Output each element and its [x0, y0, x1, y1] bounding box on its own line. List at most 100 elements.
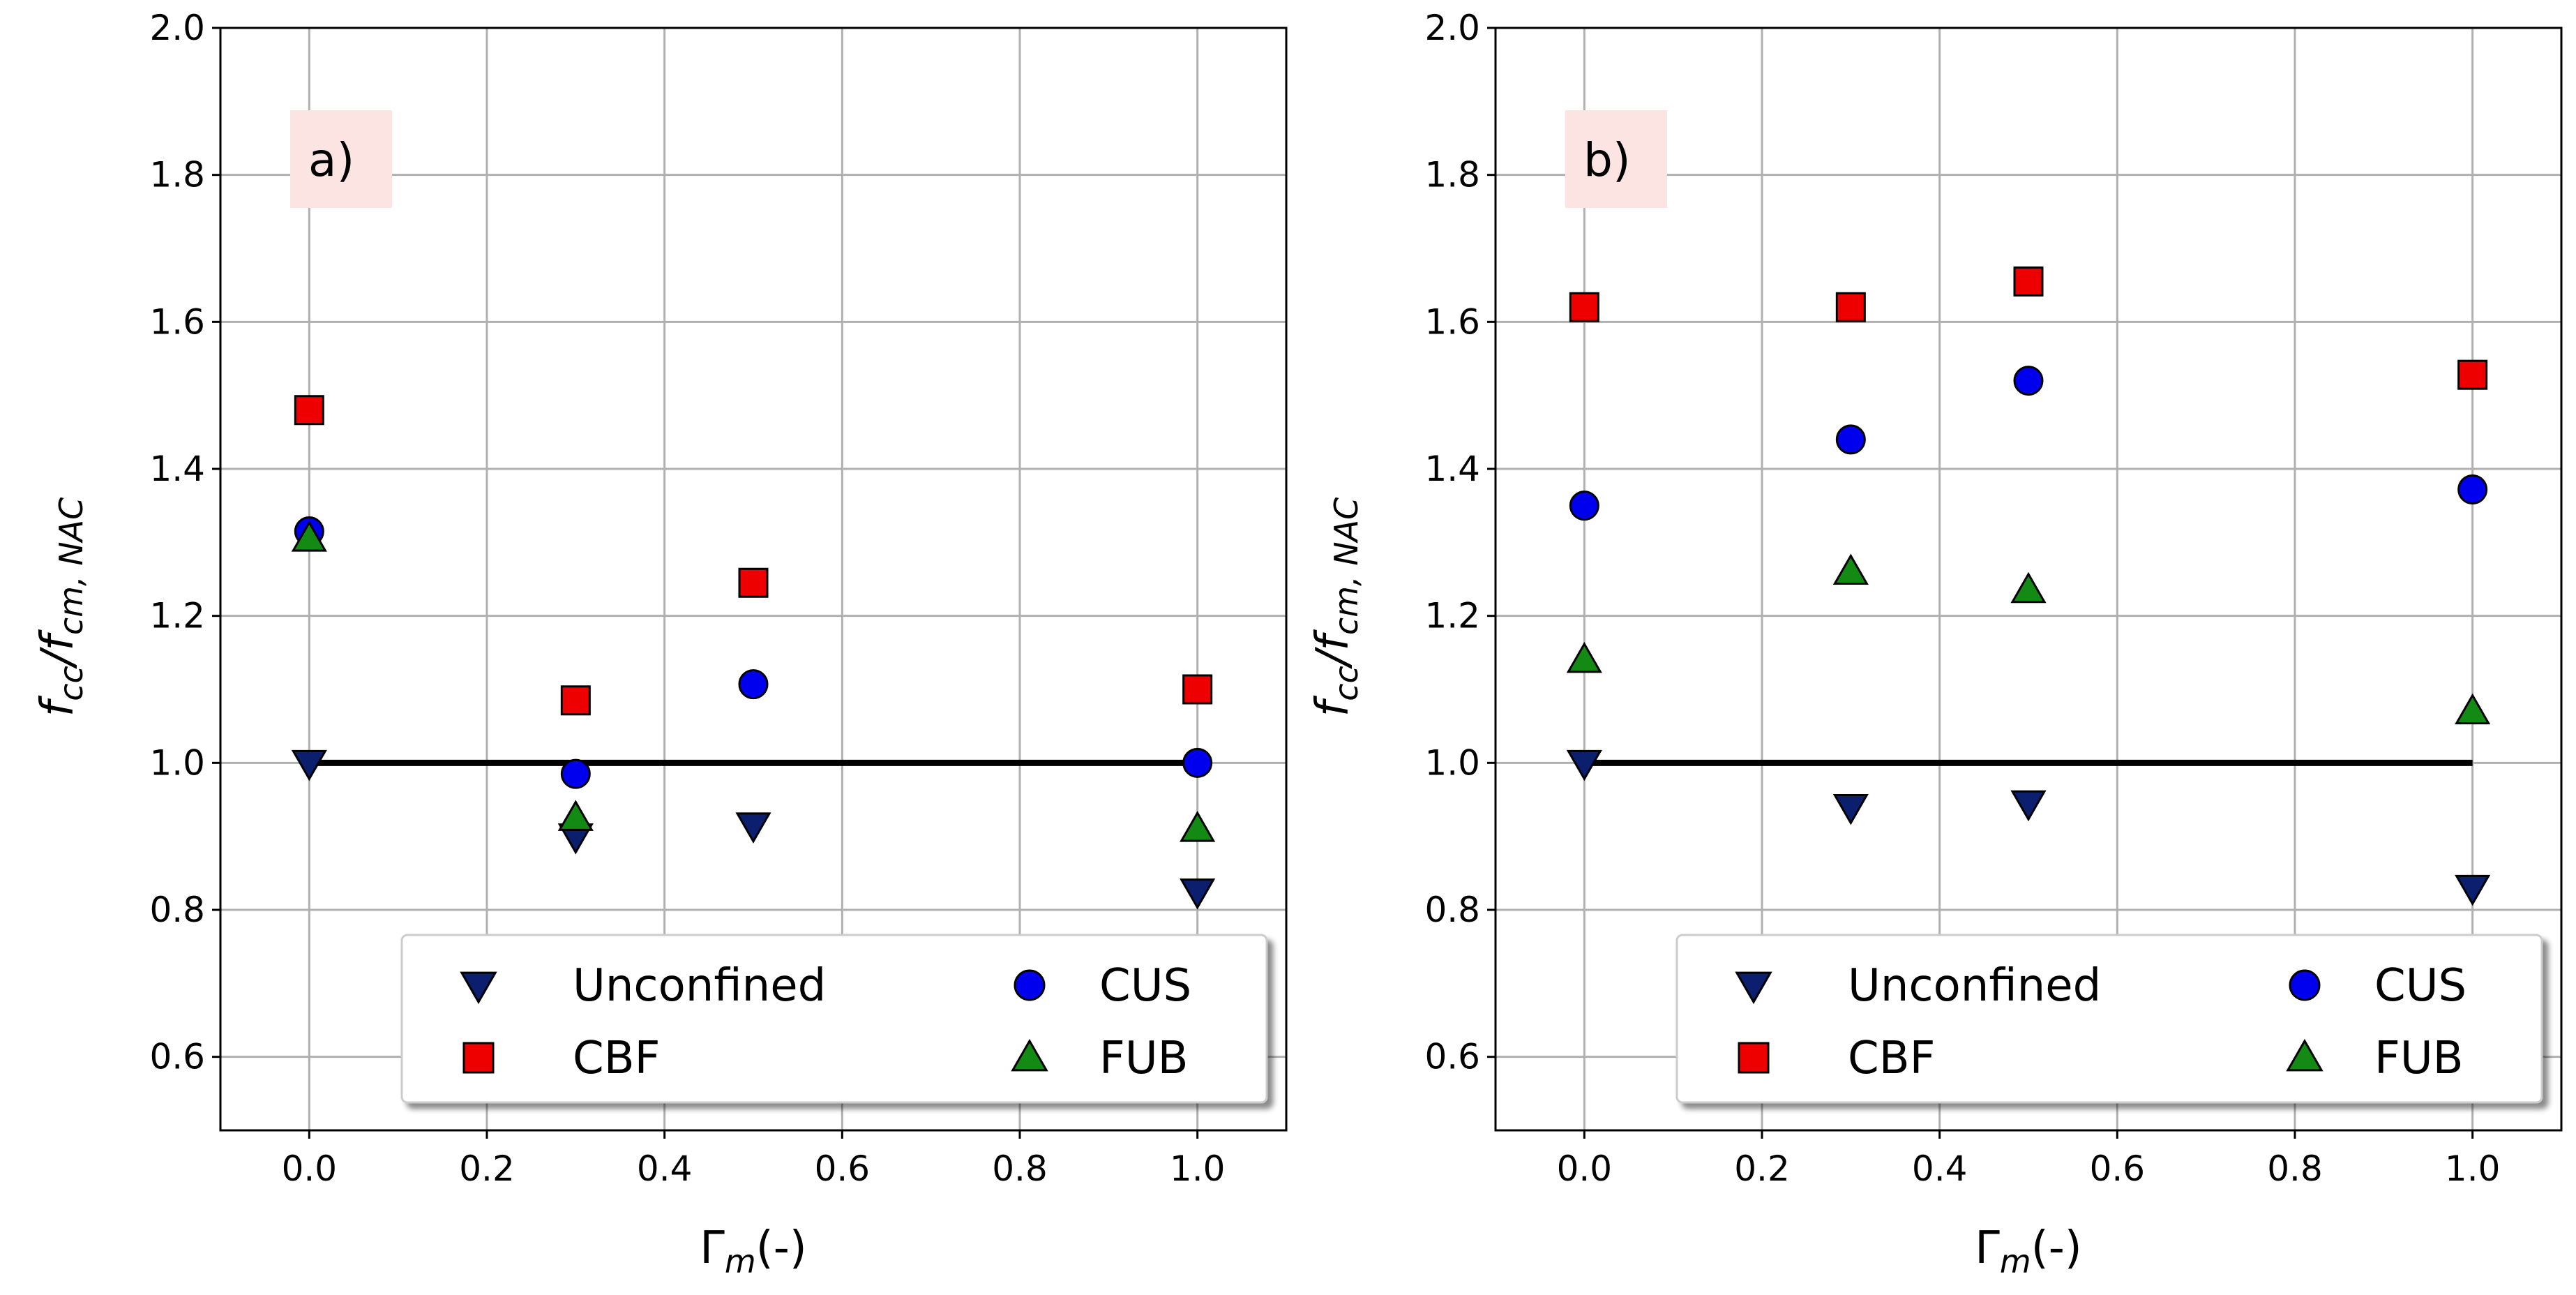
- panel-b-tag: b): [1565, 110, 1667, 208]
- y-tick-label: 1.4: [149, 449, 205, 489]
- panel-b-y-ticks: 0.6 0.8 1.0 1.2 1.4 1.6 1.8 2.0: [1424, 8, 1496, 1077]
- panel-b-tag-label: b): [1583, 133, 1631, 187]
- legend-marker-unconfined: [460, 971, 497, 1005]
- data-point-cbf: [2013, 266, 2044, 297]
- x-tick-label: 0.8: [992, 1148, 1048, 1189]
- data-point-unconfined: [291, 749, 327, 781]
- panel-a: 0.0 0.2 0.4 0.6 0.8 1.0 0.6 0.8 1.0 1.2 …: [32, 8, 1288, 1280]
- y-tick-label: 0.6: [149, 1037, 205, 1077]
- y-tick-label: 1.2: [1424, 596, 1480, 636]
- y-tick-label: 0.8: [149, 890, 205, 930]
- data-point-unconfined: [1566, 749, 1602, 781]
- x-tick-label: 0.4: [1912, 1148, 1968, 1189]
- legend-label-cbf: CBF: [573, 1033, 660, 1084]
- panel-b-y-axis-label: fcc/fcm, NAC: [1307, 497, 1365, 717]
- y-tick-label: 1.6: [1424, 301, 1480, 342]
- data-point-fub: [1566, 641, 1602, 673]
- panel-a-x-ticks: 0.0 0.2 0.4 0.6 0.8 1.0: [282, 1130, 1226, 1189]
- y-tick-label: 1.0: [1424, 742, 1480, 783]
- legend-label-cus: CUS: [2374, 960, 2466, 1012]
- data-point-fub: [1180, 811, 1216, 842]
- y-tick-label: 1.0: [149, 742, 205, 783]
- x-tick-label: 0.2: [1734, 1148, 1790, 1189]
- y-tick-label: 2.0: [1424, 8, 1480, 48]
- data-point-fub: [2010, 571, 2047, 604]
- legend-marker-fub: [2286, 1038, 2323, 1072]
- x-tick-label: 0.6: [2090, 1148, 2146, 1189]
- legend-marker-fub: [1011, 1038, 1048, 1072]
- legend-label-fub: FUB: [2374, 1033, 2464, 1084]
- legend-symbols: [1735, 969, 2323, 1074]
- x-tick-label: 0.8: [2267, 1148, 2323, 1189]
- panel-b-x-ticks: 0.0 0.2 0.4 0.6 0.8 1.0: [1557, 1130, 2501, 1189]
- panel-a-y-ticks: 0.6 0.8 1.0 1.2 1.4 1.6 1.8 2.0: [149, 8, 220, 1077]
- legend-marker-cus: [2289, 969, 2321, 1001]
- data-point-cus: [1569, 491, 1599, 521]
- data-point-unconfined: [735, 812, 771, 844]
- y-tick-label: 1.4: [1424, 449, 1480, 489]
- y-tick-label: 0.6: [1424, 1037, 1480, 1077]
- data-point-cus: [1835, 424, 1866, 455]
- panel-a-axes-frame: [219, 27, 1288, 1132]
- panel-a-tag-box: [290, 110, 392, 208]
- x-tick-label: 0.2: [459, 1148, 515, 1189]
- data-point-cbf: [294, 395, 324, 426]
- panel-b-axes-frame: [1494, 27, 2563, 1132]
- x-tick-label: 0.0: [1557, 1148, 1613, 1189]
- data-point-cus: [2457, 474, 2488, 504]
- legend-label-cus: CUS: [1099, 960, 1191, 1012]
- x-tick-label: 0.4: [637, 1148, 693, 1189]
- data-point-fub: [557, 800, 594, 831]
- data-point-unconfined: [1180, 878, 1216, 910]
- x-tick-label: 0.6: [815, 1148, 871, 1189]
- legend-marker-unconfined: [1735, 971, 1772, 1005]
- x-tick-label: 1.0: [2445, 1148, 2501, 1189]
- panel-a-legend: Unconfined CBF CUS FUB: [400, 934, 1268, 1104]
- panel-b-legend: Unconfined CBF CUS FUB: [1675, 934, 2543, 1104]
- data-point-fub: [291, 521, 327, 552]
- data-point-cbf: [2457, 359, 2488, 390]
- x-tick-label: 0.0: [282, 1148, 338, 1189]
- data-point-cus: [1182, 747, 1213, 778]
- y-tick-label: 2.0: [149, 8, 205, 48]
- data-point-cus: [2013, 366, 2044, 396]
- data-point-cus: [560, 758, 591, 789]
- legend-label-unconfined: Unconfined: [573, 960, 826, 1012]
- legend-marker-cbf: [1738, 1042, 1770, 1074]
- panel-b-tag-box: [1565, 110, 1667, 208]
- legend-marker-cus: [1014, 969, 1046, 1001]
- y-tick-label: 1.8: [1424, 155, 1480, 195]
- y-tick-label: 1.6: [149, 301, 205, 342]
- y-tick-label: 0.8: [1424, 890, 1480, 930]
- panel-b-legend-box: [1675, 934, 2543, 1104]
- data-point-unconfined: [2455, 874, 2491, 906]
- panel-a-markers: [291, 395, 1216, 910]
- panel-b-markers: [1566, 266, 2491, 906]
- legend-symbols: [460, 969, 1048, 1074]
- panel-a-legend-box: [400, 934, 1268, 1104]
- data-point-fub: [1832, 553, 1869, 585]
- panel-a-tag-label: a): [308, 133, 354, 187]
- data-point-cbf: [560, 685, 591, 716]
- legend-marker-cbf: [462, 1042, 495, 1074]
- data-point-cbf: [1569, 292, 1599, 322]
- panel-a-x-axis-label: Γm(-): [700, 1222, 807, 1280]
- data-point-fub: [2455, 693, 2491, 725]
- panel-a-tag: a): [290, 110, 392, 208]
- data-point-cbf: [738, 567, 769, 598]
- x-tick-label: 1.0: [1170, 1148, 1226, 1189]
- y-tick-label: 1.8: [149, 155, 205, 195]
- legend-label-fub: FUB: [1099, 1033, 1189, 1084]
- panel-a-y-axis-label: fcc/fcm, NAC: [32, 497, 90, 717]
- legend-label-unconfined: Unconfined: [1848, 960, 2101, 1012]
- panel-b-x-axis-label: Γm(-): [1975, 1222, 2082, 1280]
- y-tick-label: 1.2: [149, 596, 205, 636]
- data-point-cbf: [1182, 674, 1213, 705]
- data-point-unconfined: [2010, 790, 2047, 822]
- data-point-unconfined: [1832, 794, 1869, 825]
- data-point-cbf: [1835, 292, 1866, 322]
- data-point-cus: [738, 669, 769, 700]
- legend-label-cbf: CBF: [1848, 1033, 1935, 1084]
- panel-b: 0.0 0.2 0.4 0.6 0.8 1.0 0.6 0.8 1.0 1.2 …: [1307, 8, 2563, 1280]
